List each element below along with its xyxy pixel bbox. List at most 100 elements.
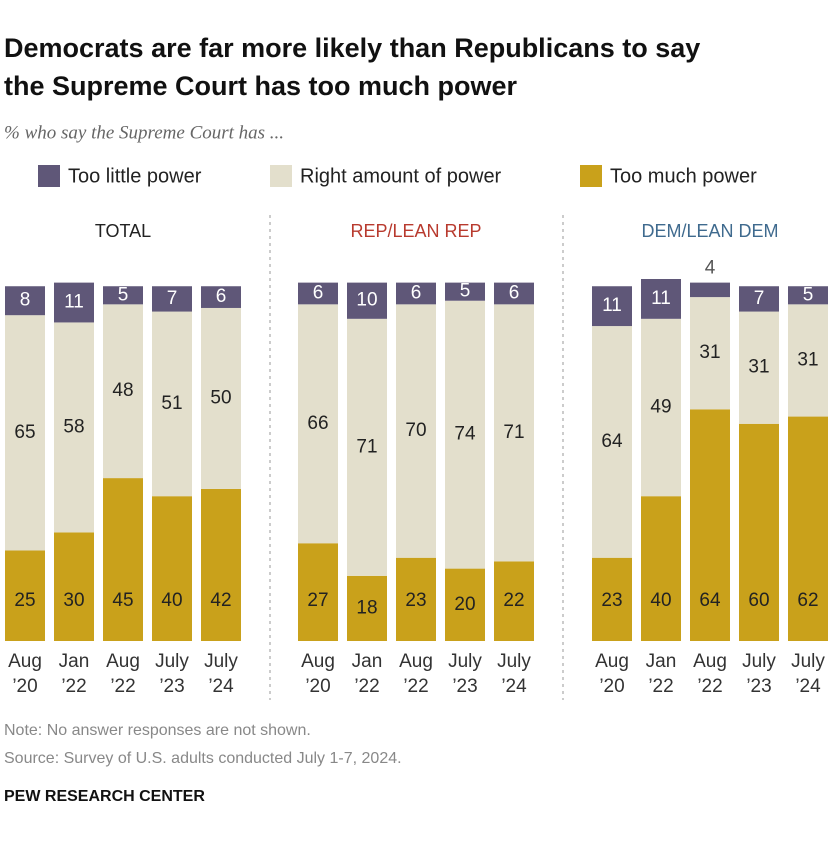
- bar-segment: [347, 282, 387, 319]
- value-label: 48: [112, 380, 133, 401]
- x-tick-label: Jan ’22: [59, 651, 90, 697]
- bar-segment: [5, 286, 45, 316]
- x-tick-label: Aug ’22: [399, 651, 433, 697]
- bar-segment: [152, 286, 192, 312]
- value-label: 45: [112, 590, 133, 611]
- value-label: 58: [63, 416, 84, 437]
- bar-segment: [494, 561, 534, 641]
- panel-title: TOTAL: [95, 221, 151, 241]
- bar-segment: [103, 286, 143, 305]
- value-label: 5: [118, 284, 129, 305]
- value-label: 71: [356, 436, 377, 457]
- bar-segment: [103, 478, 143, 641]
- value-label: 6: [509, 282, 520, 303]
- value-label: 10: [356, 290, 377, 311]
- x-tick-label: Aug ’20: [8, 651, 42, 697]
- bar-segment: [739, 311, 779, 424]
- x-tick-label: Aug ’22: [106, 651, 140, 697]
- bar-segment: [298, 304, 338, 544]
- value-label: 7: [754, 288, 765, 309]
- bar-segment: [201, 286, 241, 308]
- value-label: 50: [210, 387, 231, 408]
- panel-title: DEM/LEAN DEM: [641, 221, 778, 241]
- value-label: 7: [167, 288, 178, 309]
- value-label: 60: [748, 590, 769, 611]
- x-tick-label: July ’23: [155, 651, 189, 697]
- value-label: 27: [307, 590, 328, 611]
- value-label: 71: [503, 422, 524, 443]
- bar-segment: [494, 282, 534, 305]
- bar-segment: [690, 409, 730, 641]
- value-label: 25: [14, 590, 35, 611]
- value-label: 40: [161, 590, 182, 611]
- value-label: 11: [602, 295, 622, 316]
- x-tick-label: Aug ’20: [301, 651, 335, 697]
- bar-segment: [592, 326, 632, 558]
- bar-segment: [201, 488, 241, 641]
- value-label: 64: [699, 590, 721, 611]
- legend-swatch: [580, 165, 602, 187]
- bar-segment: [347, 318, 387, 576]
- credit: PEW RESEARCH CENTER: [4, 788, 205, 805]
- bar-segment: [445, 568, 485, 641]
- legend-label: Too much power: [610, 165, 757, 187]
- value-label: 6: [313, 282, 324, 303]
- value-label: 30: [63, 590, 84, 611]
- legend-swatch: [270, 165, 292, 187]
- chart-title: Democrats are far more likely than Repub…: [4, 33, 700, 63]
- value-label: 31: [699, 342, 720, 363]
- value-label: 6: [216, 286, 227, 307]
- legend-label: Too little power: [68, 165, 202, 187]
- bar-segment: [298, 282, 338, 305]
- bar-segment: [396, 282, 436, 305]
- value-label: 62: [797, 590, 818, 611]
- bar-segment: [54, 282, 94, 323]
- value-label: 6: [411, 282, 422, 303]
- x-tick-label: July ’24: [791, 651, 825, 697]
- bar-segment: [690, 297, 730, 410]
- x-tick-label: Jan ’22: [646, 651, 677, 697]
- bar-segment: [103, 304, 143, 479]
- legend-swatch: [38, 165, 60, 187]
- value-label: 11: [64, 292, 84, 313]
- value-label: 11: [651, 288, 671, 309]
- x-tick-label: July ’23: [448, 651, 482, 697]
- x-tick-label: July ’24: [204, 651, 238, 697]
- bar-segment: [298, 543, 338, 641]
- bar-segment: [641, 279, 681, 319]
- x-tick-label: Aug ’20: [595, 651, 629, 697]
- bar-segment: [690, 282, 730, 298]
- value-label: 64: [601, 431, 623, 452]
- note: Note: No answer responses are not shown.: [4, 722, 311, 739]
- value-label: 42: [210, 590, 231, 611]
- bar-segment: [788, 304, 828, 417]
- bar-segment: [201, 307, 241, 489]
- value-label: 20: [454, 594, 475, 615]
- bar-segment: [396, 557, 436, 641]
- bar-segment: [152, 496, 192, 641]
- x-tick-label: July ’24: [497, 651, 531, 697]
- bar-segment: [347, 575, 387, 641]
- value-label: 51: [161, 393, 182, 414]
- bar-segment: [739, 423, 779, 641]
- bar-segment: [445, 300, 485, 569]
- x-tick-label: July ’23: [742, 651, 776, 697]
- value-label: 8: [20, 290, 31, 311]
- bar-segment: [54, 322, 94, 533]
- value-label: 23: [601, 590, 622, 611]
- value-label: 23: [405, 590, 426, 611]
- value-label: 22: [503, 590, 524, 611]
- value-label: 5: [460, 281, 471, 302]
- bar-segment: [641, 318, 681, 497]
- bar-segment: [5, 550, 45, 641]
- bar-segment: [494, 304, 534, 562]
- subtitle: % who say the Supreme Court has ...: [4, 122, 284, 143]
- bar-segment: [641, 496, 681, 641]
- value-label: 65: [14, 422, 35, 443]
- value-label: 40: [650, 590, 671, 611]
- value-label: 70: [405, 420, 426, 441]
- value-label: 74: [454, 424, 476, 445]
- value-label: 4: [705, 258, 716, 279]
- panel-title: REP/LEAN REP: [350, 221, 481, 241]
